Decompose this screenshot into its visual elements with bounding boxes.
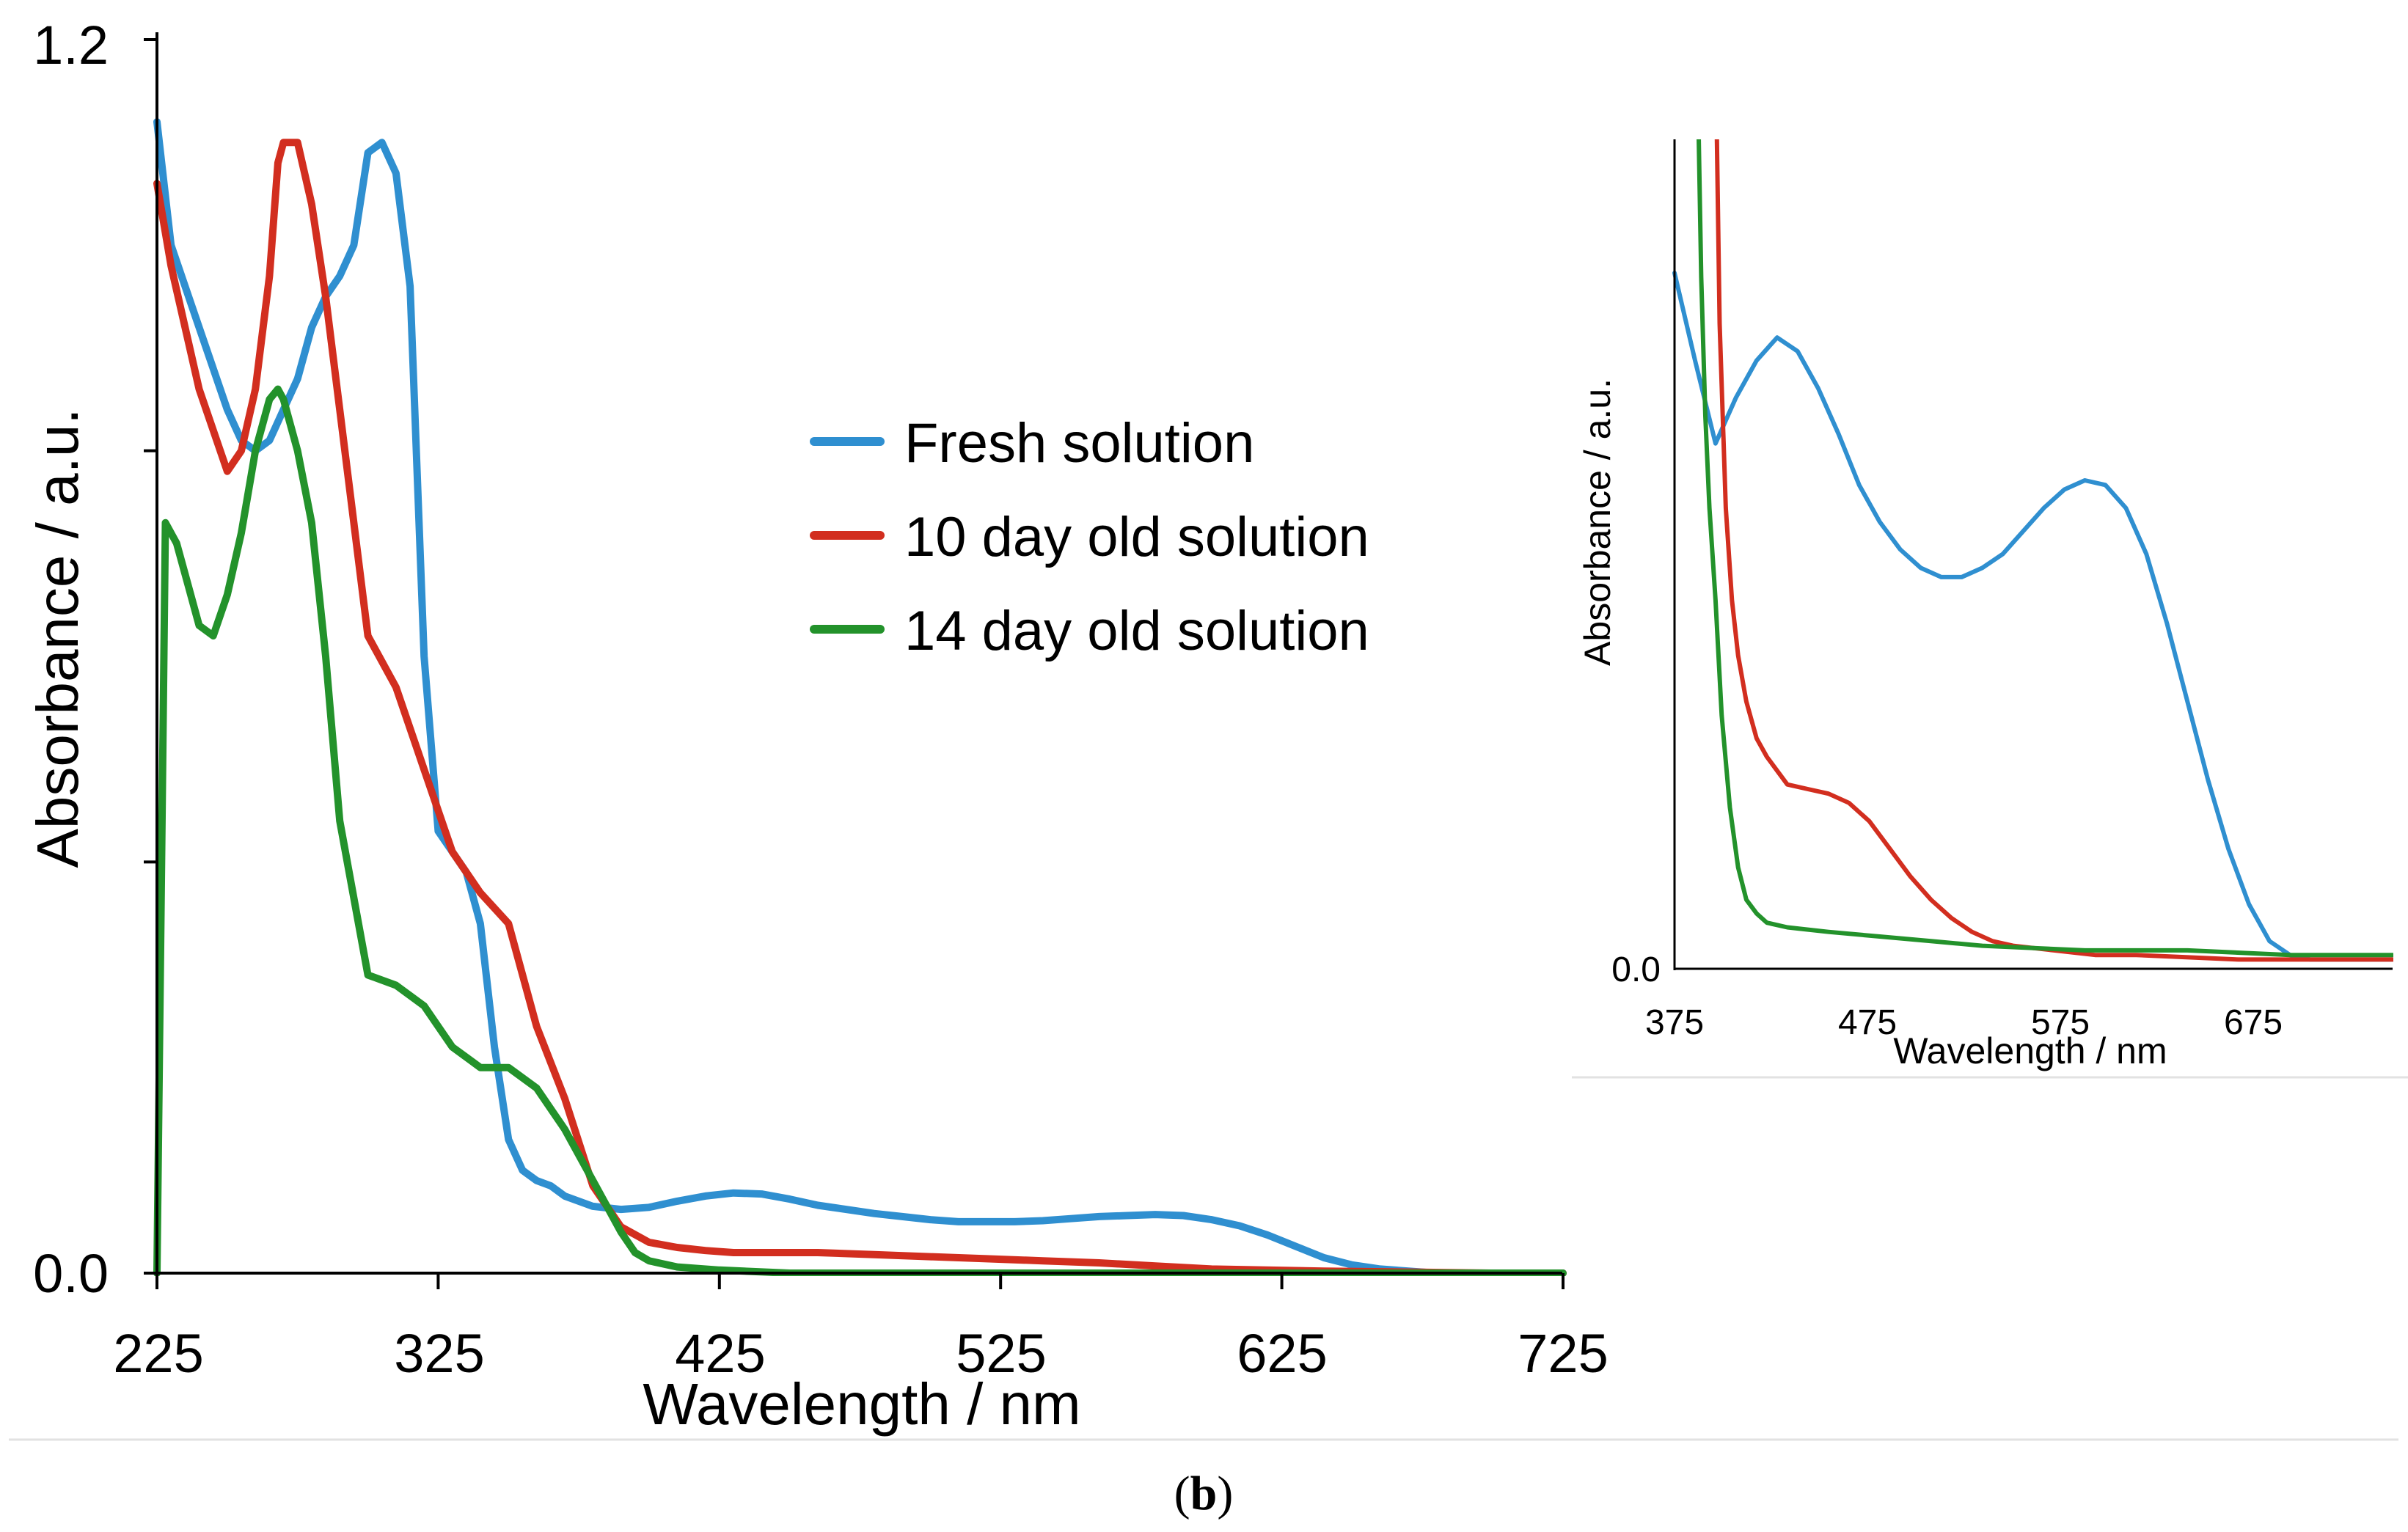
- y-tick-label-top: 1.2: [33, 15, 109, 76]
- inset-x-tick-label: 475: [1838, 1003, 1897, 1042]
- y-axis-title: Absorbance / a.u.: [25, 408, 90, 868]
- main-series-14-day-old-solution: [153, 385, 1567, 1276]
- inset-series-10-day-old-solution: [1714, 139, 2393, 962]
- inset-x-tick-label: 375: [1645, 1003, 1704, 1042]
- inset-series-14-day-old-solution: [1697, 139, 2393, 958]
- main-series-10-day-old-solution: [153, 139, 1567, 1276]
- inset-series-group: [1672, 139, 2393, 962]
- main-chart: 1.2 0.0 225 325 425 525 625 725 Waveleng…: [25, 15, 1609, 1437]
- x-tick-label: 525: [956, 1323, 1046, 1384]
- legend-label-fresh: Fresh solution: [904, 412, 1254, 474]
- y-tick-label-zero: 0.0: [33, 1243, 109, 1304]
- inset-x-tick-label: 675: [2224, 1003, 2283, 1042]
- x-tick-label: 725: [1518, 1323, 1608, 1384]
- panel-label: (b): [1174, 1467, 1234, 1520]
- legend: Fresh solution 10 day old solution 14 da…: [810, 412, 1369, 662]
- inset-y-axis-title: Absorbance / a.u.: [1577, 378, 1618, 666]
- x-tick-label: 325: [394, 1323, 484, 1384]
- inset-x-axis-title: Wavelength / nm: [1893, 1030, 2167, 1071]
- main-series-group: [153, 118, 1567, 1276]
- legend-label-14-day: 14 day old solution: [904, 600, 1369, 662]
- inset-x-tick-label: 575: [2031, 1003, 2090, 1042]
- x-tick-label: 425: [675, 1323, 765, 1384]
- panel-label-open: (: [1174, 1467, 1190, 1520]
- legend-label-10-day: 10 day old solution: [904, 506, 1369, 568]
- x-tick-label: 625: [1237, 1323, 1327, 1384]
- main-tick-group: [144, 38, 1565, 1289]
- panel-label-letter: b: [1190, 1467, 1218, 1520]
- panel-label-close: ): [1217, 1467, 1233, 1520]
- inset-y-tick-label: 0.0: [1611, 950, 1661, 989]
- x-tick-label: 225: [113, 1323, 203, 1384]
- inset-series-fresh-solution: [1672, 271, 2393, 962]
- inset-chart: 0.0 375 475 575 675 Wavelength / nm Abso…: [1572, 139, 2408, 1079]
- x-axis-title: Wavelength / nm: [643, 1371, 1080, 1437]
- main-series-fresh-solution: [153, 118, 1567, 1276]
